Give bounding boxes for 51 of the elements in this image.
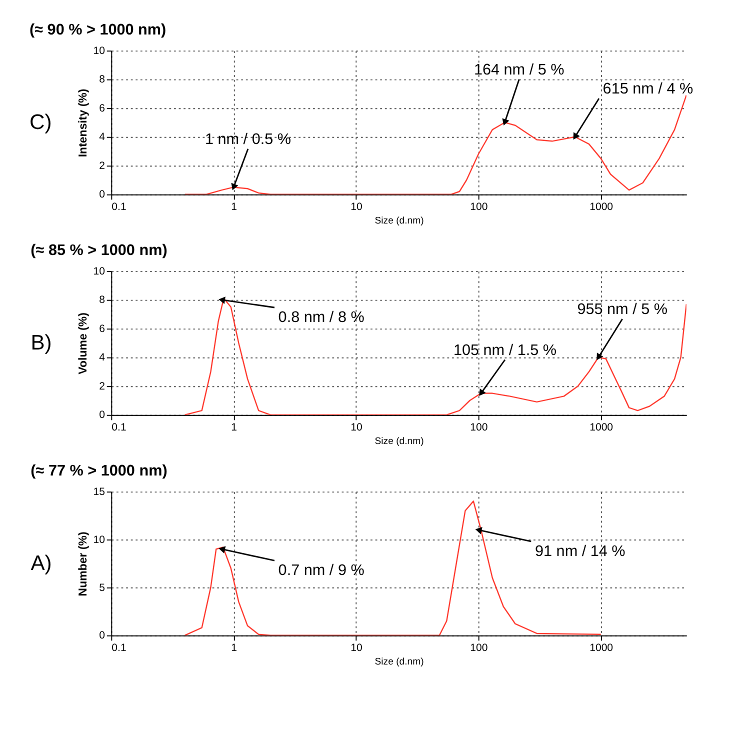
y-tick-label: 5 [99, 582, 106, 594]
x-axis-title: Size (d.nm) [374, 656, 424, 668]
x-tick-label: 1000 [590, 642, 614, 654]
x-tick-label: 1000 [590, 422, 614, 434]
x-tick-label: 0.1 [112, 642, 126, 654]
y-tick-label: 10 [93, 534, 106, 546]
x-tick-label: 1 [231, 642, 238, 654]
y-tick-label: 6 [99, 322, 106, 335]
annotation: 105 nm / 1.5 % [453, 342, 557, 359]
x-tick-label: 100 [470, 201, 488, 214]
y-tick-label: 4 [99, 131, 106, 144]
x-tick-label: 1 [231, 201, 238, 214]
x-tick-label: 1 [231, 422, 238, 434]
x-tick-label: 10 [350, 422, 362, 434]
x-tick-label: 0.1 [112, 422, 126, 434]
x-tick-label: 0.1 [112, 201, 126, 214]
y-tick-label: 2 [99, 160, 106, 172]
y-axis-title: Number (%) [78, 532, 90, 596]
y-tick-label: 0 [99, 630, 106, 642]
y-tick-label: 6 [99, 102, 106, 114]
y-axis-title: Volume (%) [78, 312, 90, 374]
y-tick-label: 8 [99, 294, 106, 306]
y-tick-label: 15 [93, 486, 106, 498]
annotation: 1 nm / 0.5 % [204, 131, 292, 148]
x-tick-label: 10 [350, 642, 362, 654]
y-tick-label: 0 [99, 409, 106, 422]
y-axis-title: Intensity (%) [78, 88, 90, 158]
y-tick-label: 0 [99, 188, 106, 201]
y-tick-label: 4 [99, 352, 106, 364]
y-tick-label: 8 [99, 74, 106, 86]
y-tick-label: 10 [93, 265, 106, 278]
text: A) [30, 552, 52, 576]
annotation: 0.8 nm / 8 % [278, 308, 365, 326]
y-tick-label: 10 [93, 44, 106, 57]
annotation: 615 nm / 4 % [602, 80, 694, 98]
x-tick-label: 100 [470, 422, 488, 434]
annotation: 164 nm / 5 % [474, 62, 565, 79]
y-tick-label: 2 [99, 380, 106, 392]
x-tick-label: 10 [350, 201, 362, 214]
annotation: 0.7 nm / 9 % [278, 562, 365, 579]
x-tick-label: 100 [470, 642, 488, 654]
annotation: 955 nm / 5 % [577, 301, 668, 318]
chart-title: (≈ 90 % > 1000 nm) [30, 21, 166, 38]
chart-title: (≈ 85 % > 1000 nm) [30, 242, 168, 259]
chart-title: (≈ 77 % > 1000 nm) [30, 462, 168, 480]
x-tick-label: 1000 [590, 201, 614, 214]
x-axis-title: Size (d.nm) [374, 216, 424, 227]
text: B) [30, 332, 52, 355]
x-axis-title: Size (d.nm) [374, 436, 424, 448]
annotation: 91 nm / 14 % [534, 542, 626, 560]
text: C) [30, 111, 52, 134]
